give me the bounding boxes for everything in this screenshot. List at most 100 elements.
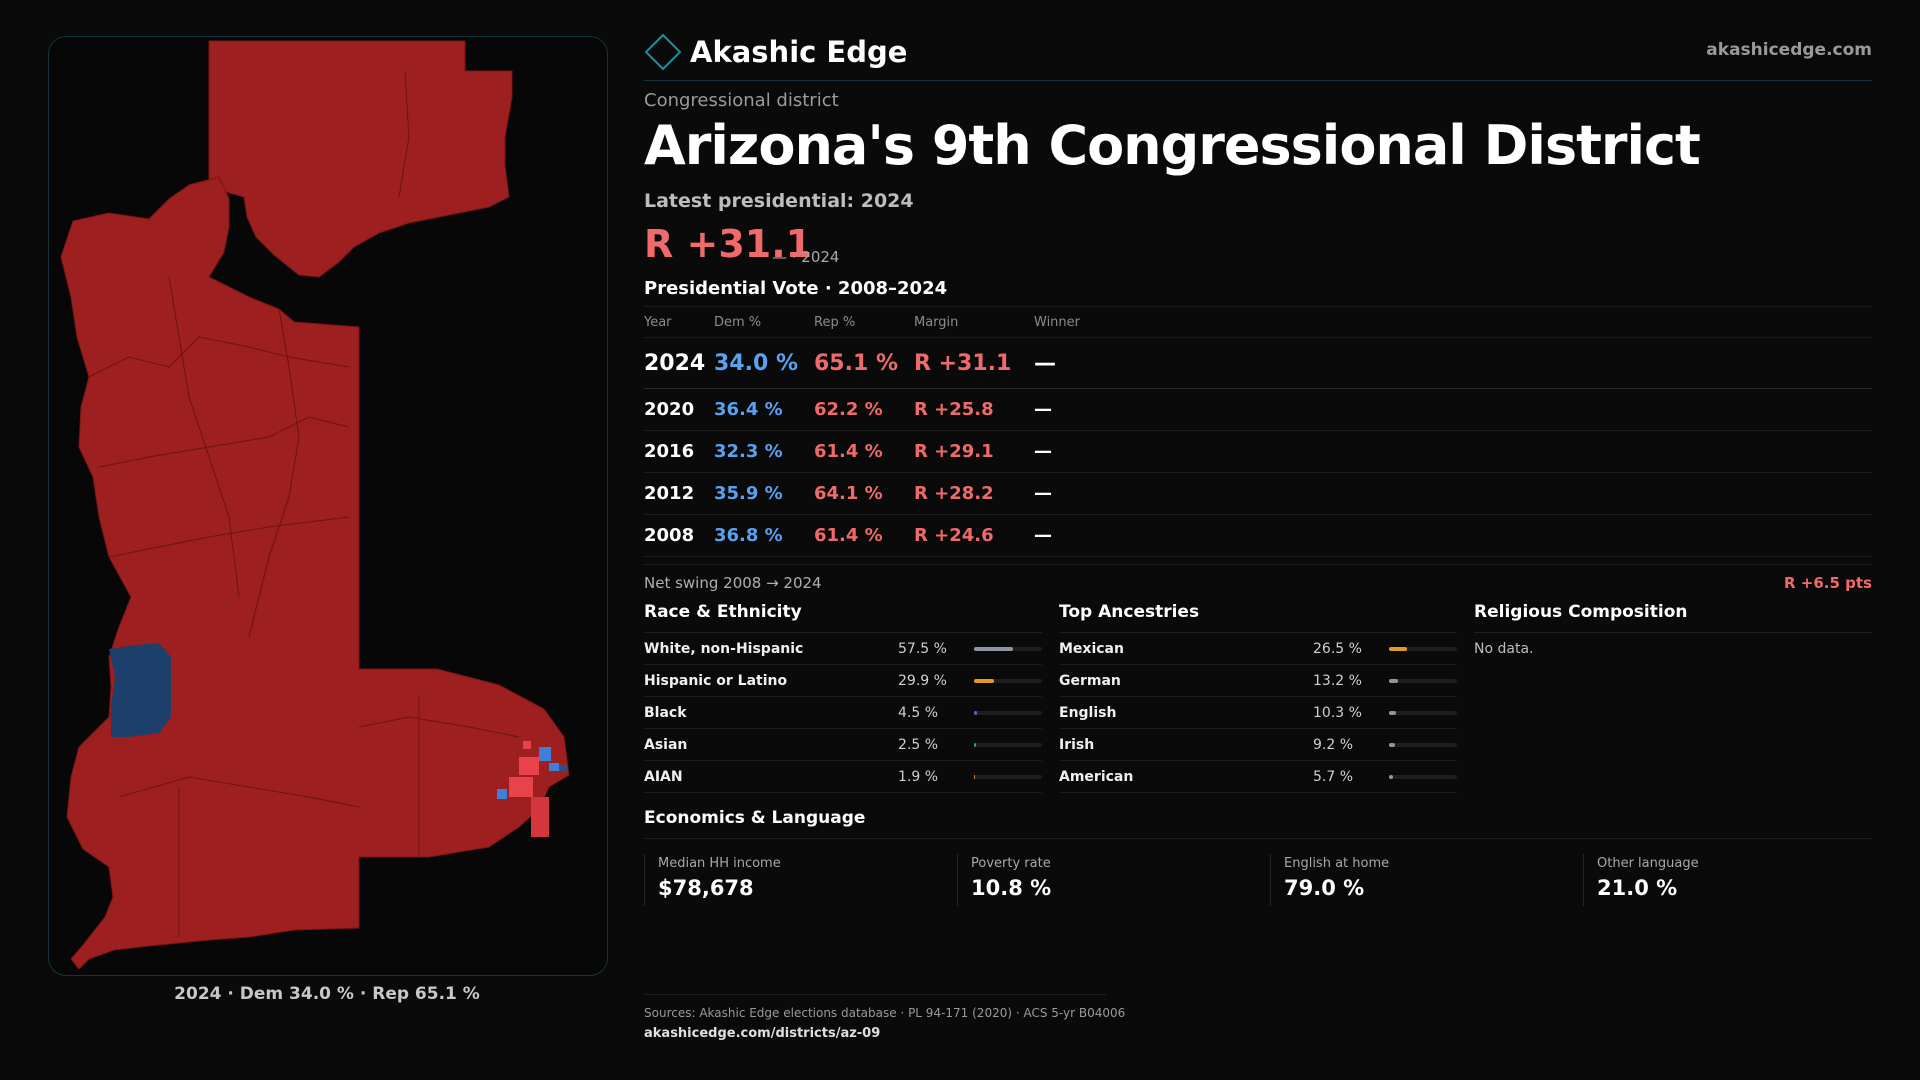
race-bar [974, 647, 1042, 651]
stat-english-at-home: English at home 79.0 % [1270, 854, 1576, 906]
stat-label: English at home [1284, 856, 1390, 871]
race-bar-fill [974, 711, 978, 715]
row-winner: — [1034, 472, 1872, 515]
list-item: English 10.3 % [1059, 697, 1457, 729]
list-item: American 5.7 % [1059, 761, 1457, 793]
race-bar-fill [974, 647, 1014, 651]
religion-title: Religious Composition [1474, 602, 1872, 633]
sources-text: Sources: Akashic Edge elections database… [644, 1006, 1126, 1020]
latest-margin: R +31.1 [644, 222, 813, 266]
table-row: 2008 36.8 % 61.4 % R +24.6 — [644, 514, 1872, 557]
table-header-row: Year Dem % Rep % Margin Winner [644, 306, 1872, 338]
race-label: Asian [644, 737, 688, 753]
header-divider [644, 80, 1872, 81]
race-label: Black [644, 705, 687, 721]
stat-other-language: Other language 21.0 % [1583, 854, 1889, 906]
ancestry-label: Mexican [1059, 641, 1124, 657]
row-winner: — [1034, 430, 1872, 473]
stat-value: 79.0 % [1284, 876, 1365, 900]
row-dem: 32.3 % [714, 430, 814, 473]
race-bar-fill [974, 679, 995, 683]
race-bar-fill [974, 743, 976, 747]
col-year: Year [644, 306, 714, 338]
permalink[interactable]: akashicedge.com/districts/az-09 [644, 1026, 881, 1041]
district-panel: Akashic Edge akashicedge.com Congression… [644, 0, 1872, 1080]
brand-name: Akashic Edge [690, 35, 908, 69]
race-label: AIAN [644, 769, 683, 785]
ancestry-label: German [1059, 673, 1121, 689]
site-url-link[interactable]: akashicedge.com [1706, 40, 1872, 60]
ancestry-bar-fill [1389, 679, 1398, 683]
row-year: 2016 [644, 430, 714, 473]
net-swing-label: Net swing 2008 → 2024 [644, 574, 822, 592]
row-margin: R +29.1 [914, 430, 1034, 473]
row-winner: — [1034, 337, 1872, 389]
economics-divider [644, 838, 1872, 839]
row-rep: 61.4 % [814, 430, 914, 473]
ancestry-label: English [1059, 705, 1117, 721]
row-dem: 34.0 % [714, 337, 814, 389]
economics-title: Economics & Language [644, 808, 866, 828]
race-pct: 4.5 % [898, 705, 939, 721]
stat-value: 10.8 % [971, 876, 1052, 900]
ancestry-bar [1389, 711, 1457, 715]
race-label: Hispanic or Latino [644, 673, 788, 689]
row-winner: — [1034, 388, 1872, 431]
page-eyebrow: Congressional district [644, 90, 839, 111]
race-pct: 57.5 % [898, 641, 947, 657]
ancestry-bar-fill [1389, 647, 1408, 651]
race-pct: 29.9 % [898, 673, 947, 689]
diamond-logo-icon [644, 33, 682, 71]
row-year: 2012 [644, 472, 714, 515]
footer-divider [644, 994, 1106, 995]
map-caption: 2024 · Dem 34.0 % · Rep 65.1 % [174, 984, 480, 1004]
row-margin: R +25.8 [914, 388, 1034, 431]
list-item: Asian 2.5 % [644, 729, 1042, 761]
row-rep: 62.2 % [814, 388, 914, 431]
row-dem: 36.8 % [714, 514, 814, 557]
stat-value: 21.0 % [1597, 876, 1678, 900]
stat-separator [644, 854, 645, 906]
stat-label: Median HH income [658, 856, 781, 871]
row-margin: R +31.1 [914, 337, 1034, 389]
presidential-vote-title: Presidential Vote · 2008–2024 [644, 278, 948, 299]
district-map[interactable] [48, 36, 608, 976]
brand[interactable]: Akashic Edge [644, 33, 908, 71]
list-item: Irish 9.2 % [1059, 729, 1457, 761]
list-item: Mexican 26.5 % [1059, 633, 1457, 665]
swing-divider [644, 564, 1872, 565]
religion-empty: No data. [1474, 641, 1534, 657]
map-metro-precincts [497, 741, 567, 837]
race-bar [974, 679, 1042, 683]
list-item: German 13.2 % [1059, 665, 1457, 697]
ancestry-pct: 13.2 % [1313, 673, 1362, 689]
ancestry-bar [1389, 743, 1457, 747]
ancestry-pct: 10.3 % [1313, 705, 1362, 721]
latest-presidential-label: Latest presidential: 2024 [644, 190, 914, 212]
race-bar-fill [974, 775, 976, 779]
map-rep-area [60, 40, 570, 970]
race-bar [974, 743, 1042, 747]
map-county-lines [88, 70, 520, 937]
ancestry-pct: 26.5 % [1313, 641, 1362, 657]
list-item: Black 4.5 % [644, 697, 1042, 729]
table-row: 2024 34.0 % 65.1 % R +31.1 — [644, 337, 1872, 389]
stat-label: Other language [1597, 856, 1699, 871]
stat-value: $78,678 [658, 876, 754, 900]
row-year: 2020 [644, 388, 714, 431]
ancestry-pct: 5.7 % [1313, 769, 1354, 785]
race-ethnicity-title: Race & Ethnicity [644, 602, 1042, 633]
district-map-svg [60, 40, 570, 970]
table-row: 2012 35.9 % 64.1 % R +28.2 — [644, 472, 1872, 515]
col-winner: Winner [1034, 306, 1872, 338]
col-margin: Margin [914, 306, 1034, 338]
race-bar [974, 775, 1042, 779]
religion-section: Religious Composition No data. [1474, 602, 1872, 657]
ancestry-pct: 9.2 % [1313, 737, 1354, 753]
race-label: White, non-Hispanic [644, 641, 804, 657]
stat-separator [957, 854, 958, 906]
ancestry-bar-fill [1389, 711, 1396, 715]
ancestries-title: Top Ancestries [1059, 602, 1457, 633]
list-item: Hispanic or Latino 29.9 % [644, 665, 1042, 697]
ancestry-label: Irish [1059, 737, 1095, 753]
